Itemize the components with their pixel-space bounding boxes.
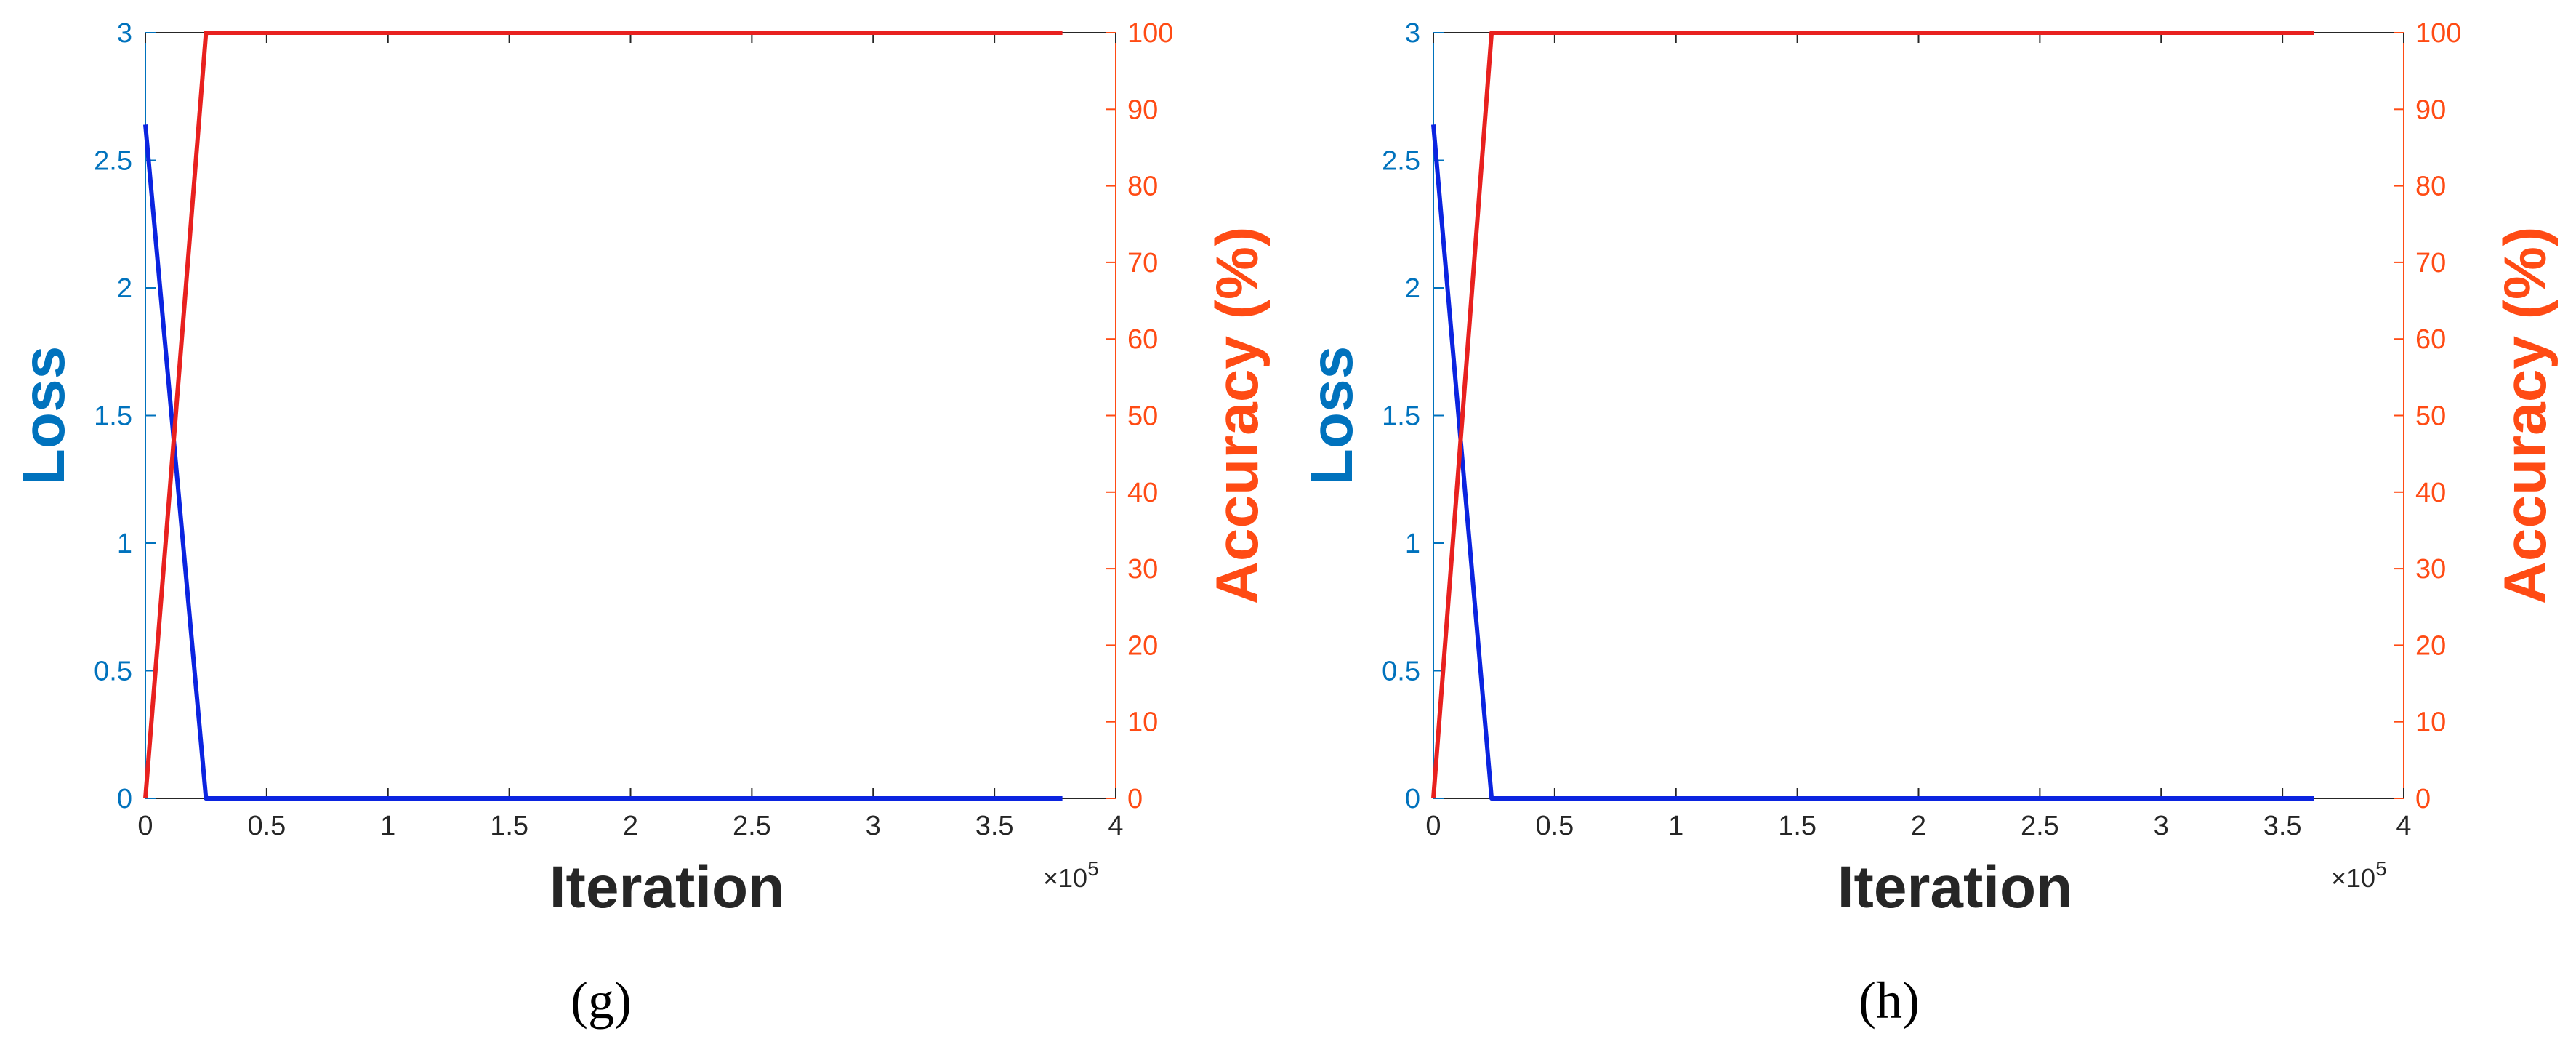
right-y-axis-label: Accuracy (%) xyxy=(1204,227,1271,605)
x-tick-label: 2 xyxy=(623,811,638,841)
x-multiplier-label: ×105 xyxy=(2331,857,2387,893)
x-tick-label: 2.5 xyxy=(733,811,771,841)
right-y-tick-label: 20 xyxy=(1127,630,1158,661)
right-y-tick-label: 70 xyxy=(1127,248,1158,278)
right-y-tick-label: 30 xyxy=(1127,554,1158,585)
right-y-tick-label: 40 xyxy=(2415,478,2446,508)
x-tick-label: 1.5 xyxy=(490,811,528,841)
chart-panel-h: 0 0.5 1 1.5 2 2.5 3 3.5 4 0 0.5 1 1.5 2 2.5 3 0 10 20 30 40 5… xyxy=(1288,0,2576,1047)
left-y-axis-label: Loss xyxy=(11,346,77,485)
left-y-tick-label: 2 xyxy=(117,273,132,304)
chart-g: 0 0.5 1 1.5 2 2.5 3 3.5 400.511.522.530102030405… xyxy=(11,18,1271,920)
chart-panel-g: 0 0.5 1 1.5 2 2.5 3 3.5 4 0 0.5 1 1.5 2 2.5 3 0 10 20 30 40 5… xyxy=(11,18,1271,1030)
right-y-tick-label: 60 xyxy=(2415,324,2446,355)
right-y-tick-label: 10 xyxy=(1127,707,1158,738)
x-tick-label: 3 xyxy=(2154,811,2169,841)
left-y-axis-label: Loss xyxy=(1299,346,1365,485)
x-tick-label: 0.5 xyxy=(1535,811,1574,841)
right-y-tick-label: 10 xyxy=(2415,707,2446,738)
x-tick-label: 3 xyxy=(866,811,881,841)
loss-series-line xyxy=(143,124,1063,801)
left-y-tick-label: 2.5 xyxy=(1382,146,1420,177)
left-y-tick-label: 0 xyxy=(117,784,132,814)
left-y-tick-label: 2 xyxy=(1405,273,1420,304)
left-y-tick-label: 1 xyxy=(117,529,132,559)
x-tick-label: 0 xyxy=(1425,811,1441,841)
left-y-tick-label: 1.5 xyxy=(94,401,132,432)
loss-series-line xyxy=(1431,124,2314,801)
accuracy-series-line xyxy=(1431,31,2314,799)
x-tick-label: 4 xyxy=(1108,811,1123,841)
x-multiplier-label: ×105 xyxy=(1043,857,1099,893)
x-tick-label: 2 xyxy=(1911,811,1926,841)
panel-caption-g: (g) xyxy=(571,971,632,1030)
right-y-tick-label: 0 xyxy=(2415,784,2431,814)
right-y-tick-label: 70 xyxy=(2415,248,2446,278)
left-y-tick-label: 0.5 xyxy=(1382,657,1420,687)
x-tick-label: 2.5 xyxy=(2021,811,2059,841)
x-tick-label: 3.5 xyxy=(975,811,1014,841)
left-y-tick-label: 1.5 xyxy=(1382,401,1420,432)
x-tick-label: 3.5 xyxy=(2263,811,2302,841)
right-y-tick-label: 80 xyxy=(2415,172,2446,202)
left-y-tick-label: 3 xyxy=(1405,18,1420,49)
right-y-tick-label: 30 xyxy=(2415,554,2446,585)
chart-h: 0 0.5 1 1.5 2 2.5 3 3.5 400.511.522.530102030405… xyxy=(1299,18,2559,920)
right-y-tick-label: 80 xyxy=(1127,172,1158,202)
right-y-tick-label: 50 xyxy=(1127,401,1158,432)
left-y-tick-label: 1 xyxy=(1405,529,1420,559)
right-y-tick-label: 0 xyxy=(1127,784,1143,814)
x-tick-label: 4 xyxy=(2396,811,2411,841)
right-y-tick-label: 20 xyxy=(2415,630,2446,661)
left-y-tick-label: 0.5 xyxy=(94,657,132,687)
x-tick-label: 1 xyxy=(380,811,395,841)
right-y-axis-label: Accuracy (%) xyxy=(2492,227,2559,605)
x-tick-label: 0 xyxy=(137,811,153,841)
x-axis-label: Iteration xyxy=(550,854,784,920)
right-y-tick-label: 100 xyxy=(1127,18,1173,49)
right-y-tick-label: 60 xyxy=(1127,324,1158,355)
right-y-tick-label: 90 xyxy=(2415,95,2446,125)
right-y-tick-label: 90 xyxy=(1127,95,1158,125)
x-axis-label: Iteration xyxy=(1838,854,2072,920)
right-y-tick-label: 40 xyxy=(1127,478,1158,508)
x-tick-label: 1.5 xyxy=(1778,811,1816,841)
panel-caption-h: (h) xyxy=(1859,971,1920,1030)
x-tick-label: 0.5 xyxy=(247,811,286,841)
accuracy-series-line xyxy=(143,31,1063,799)
x-tick-label: 1 xyxy=(1668,811,1683,841)
left-y-tick-label: 0 xyxy=(1405,784,1420,814)
right-y-tick-label: 50 xyxy=(2415,401,2446,432)
left-y-tick-label: 3 xyxy=(117,18,132,49)
left-y-tick-label: 2.5 xyxy=(94,146,132,177)
right-y-tick-label: 100 xyxy=(2415,18,2461,49)
